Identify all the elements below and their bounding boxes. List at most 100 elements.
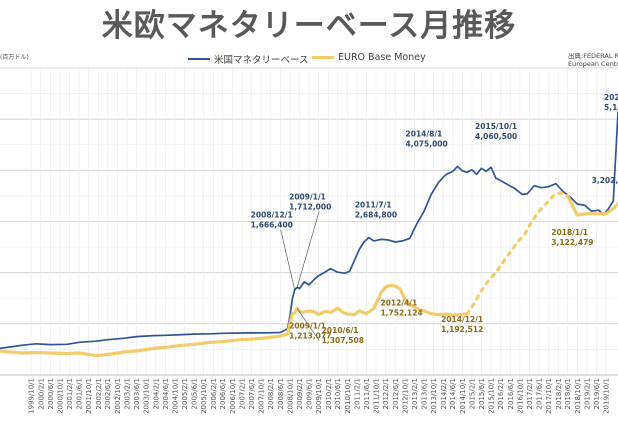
annotation-value: 1,213,077 <box>289 331 331 340</box>
annotation-date: 2010/6/1 <box>322 326 359 335</box>
x-tick-label: 1999/10/1 <box>28 378 36 414</box>
annotation-value: 5,140 <box>604 103 618 112</box>
annotation-value: 3,122,479 <box>551 238 593 247</box>
x-tick-label: 2009/2/1 <box>296 378 304 409</box>
x-tick-label: 2008/6/1 <box>277 378 285 409</box>
annotation-date: 2018/1/1 <box>551 228 588 237</box>
annotation-value: 1,192,512 <box>441 325 483 334</box>
chart-source: 出典:FEDERAL RESERVE BANK OF ST. LOUIS Eur… <box>568 53 618 68</box>
annotation-date: 2015/10/1 <box>475 122 517 131</box>
x-tick-label: 2010/2/1 <box>325 378 333 409</box>
x-tick-label: 2010/6/1 <box>334 378 342 409</box>
x-tick-label: 2004/6/1 <box>162 378 170 409</box>
annotation-value: 4,075,000 <box>406 139 448 148</box>
x-tick-label: 2003/6/1 <box>133 378 141 409</box>
legend-label-us: 米国マネタリーベース <box>214 55 309 66</box>
annotation-date: 2011/7/1 <box>355 201 392 210</box>
x-tick-label: 2003/2/1 <box>124 378 132 409</box>
x-tick-label: 2015/6/1 <box>478 378 486 409</box>
x-tick-label: 2013/10/1 <box>430 378 438 414</box>
annotation-value: 1,752,124 <box>380 308 422 317</box>
x-tick-label: 2002/6/1 <box>104 378 112 409</box>
x-tick-label: 2011/10/1 <box>373 378 381 414</box>
annotation-date: 2012/4/1 <box>380 298 417 307</box>
legend-label-euro: EURO Base Money <box>338 52 426 63</box>
annotation-value: 3,202,700 <box>592 176 618 185</box>
annotation-value: 1,307,508 <box>322 336 364 345</box>
series-line-euro <box>0 283 469 358</box>
x-tick-label: 2014/2/1 <box>440 378 448 409</box>
x-tick-label: 2011/2/1 <box>354 378 362 409</box>
series-line-euro-dotted <box>465 191 570 316</box>
annotation-date: 2014/8/1 <box>406 129 443 138</box>
x-tick-label: 2002/2/1 <box>95 378 103 409</box>
x-tick-label: 2012/6/1 <box>392 378 400 409</box>
x-tick-label: 2001/2/1 <box>66 378 74 409</box>
x-tick-label: 2004/2/1 <box>152 378 160 409</box>
annotation-leader <box>296 308 320 341</box>
x-tick-label: 2007/6/1 <box>248 378 256 409</box>
annotation-value: 2,684,800 <box>355 211 397 220</box>
legend-swatch-us <box>188 57 210 61</box>
x-tick-label: 2004/10/1 <box>171 378 179 414</box>
x-tick-label: 2000/6/1 <box>47 378 55 409</box>
x-tick-label: 2015/2/1 <box>469 378 477 409</box>
x-tick-label: 2000/2/1 <box>37 378 45 409</box>
x-tick-label: 2009/6/1 <box>306 378 314 409</box>
x-tick-label: 2018/10/1 <box>574 378 582 414</box>
x-tick-label: 2009/10/1 <box>315 378 323 414</box>
source-line-1: 出典:FEDERAL RESERVE BANK OF ST. LOUIS <box>568 53 618 60</box>
x-tick-label: 2011/6/1 <box>363 378 371 409</box>
x-tick-label: 2007/10/1 <box>258 378 266 414</box>
chart-legend: 米国マネタリーベース EURO Base Money <box>0 52 618 66</box>
grid-lines <box>0 67 618 375</box>
x-tick-label: 2018/6/1 <box>564 378 572 409</box>
x-axis-ticks: 1999/10/1 2000/2/1 2000/6/1 2000/10/1 2001/2… <box>28 378 611 414</box>
annotation-date: 2009/1/1 <box>289 321 326 330</box>
annotation-value: 1,712,000 <box>289 202 331 211</box>
legend-item-euro: EURO Base Money <box>312 52 426 63</box>
annotation-date: 2008/12/1 <box>251 211 293 220</box>
x-tick-label: 2007/2/1 <box>239 378 247 409</box>
chart-title: 米欧マネタリーベース月推移 <box>101 8 517 44</box>
source-line-2: European Central Bank <box>568 59 618 68</box>
x-tick-label: 2019/10/1 <box>603 378 611 414</box>
series-line-us <box>0 111 618 350</box>
annotation-value: 1,666,400 <box>251 221 293 230</box>
annotation-leader <box>280 229 295 290</box>
x-tick-label: 2010/10/1 <box>344 378 352 414</box>
x-tick-label: 2006/6/1 <box>219 378 227 409</box>
x-tick-label: 2006/2/1 <box>210 378 218 409</box>
x-tick-label: 2005/10/1 <box>200 378 208 414</box>
x-tick-label: 2001/10/1 <box>85 378 93 414</box>
x-tick-label: 2018/2/1 <box>555 378 563 409</box>
x-tick-label: 2003/10/1 <box>143 378 151 414</box>
x-tick-label: 2013/6/1 <box>421 378 429 409</box>
annotation-date: 2009/1/1 <box>289 192 326 201</box>
x-tick-label: 2006/10/1 <box>229 378 237 414</box>
x-tick-label: 2012/2/1 <box>382 378 390 409</box>
x-tick-label: 2008/10/1 <box>286 378 294 414</box>
x-tick-label: 2017/6/1 <box>536 378 544 409</box>
x-tick-label: 2012/10/1 <box>401 378 409 414</box>
annotation-date: 2014/12/1 <box>441 315 483 324</box>
annotation-leader <box>296 211 320 288</box>
x-tick-label: 2019/2/1 <box>584 378 592 409</box>
x-tick-label: 2005/6/1 <box>191 378 199 409</box>
x-tick-label: 2016/2/1 <box>497 378 505 409</box>
x-tick-label: 2013/2/1 <box>411 378 419 409</box>
x-tick-label: 2014/6/1 <box>449 378 457 409</box>
x-tick-label: 2005/2/1 <box>181 378 189 409</box>
x-tick-label: 2017/2/1 <box>526 378 534 409</box>
x-tick-label: 2017/10/1 <box>545 378 553 414</box>
legend-item-us: 米国マネタリーベース <box>188 52 309 66</box>
x-tick-label: 2019/6/1 <box>593 378 601 409</box>
annotation-date: 2020 <box>604 93 618 102</box>
series-line-euro-tail <box>566 194 618 217</box>
annotation-value: 4,060,500 <box>475 132 517 141</box>
x-tick-label: 2015/10/1 <box>488 378 496 414</box>
unit-label: (百万ドル) <box>0 54 29 61</box>
x-tick-label: 2016/10/1 <box>516 378 524 414</box>
legend-swatch-euro <box>312 56 334 59</box>
